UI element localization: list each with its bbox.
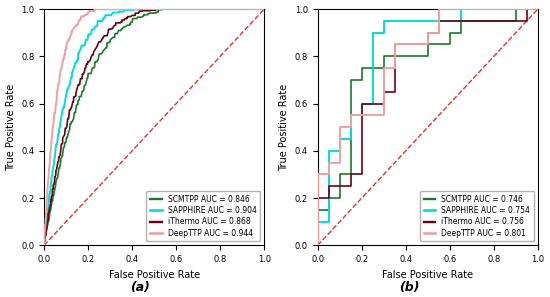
Legend: SCMTPP AUC = 0.846, SAPPHIRE AUC = 0.904, iThermo AUC = 0.868, DeepTTP AUC = 0.9: SCMTPP AUC = 0.846, SAPPHIRE AUC = 0.904… — [146, 191, 261, 241]
Legend: SCMTPP AUC = 0.746, SAPPHIRE AUC = 0.754, iThermo AUC = 0.756, DeepTTP AUC = 0.8: SCMTPP AUC = 0.746, SAPPHIRE AUC = 0.754… — [420, 191, 534, 241]
Y-axis label: True Positive Rate: True Positive Rate — [6, 83, 15, 171]
X-axis label: False Positive Rate: False Positive Rate — [108, 270, 200, 279]
Text: (b): (b) — [399, 281, 420, 294]
Text: (a): (a) — [130, 281, 150, 294]
Y-axis label: True Positive Rate: True Positive Rate — [279, 83, 289, 171]
X-axis label: False Positive Rate: False Positive Rate — [382, 270, 474, 279]
